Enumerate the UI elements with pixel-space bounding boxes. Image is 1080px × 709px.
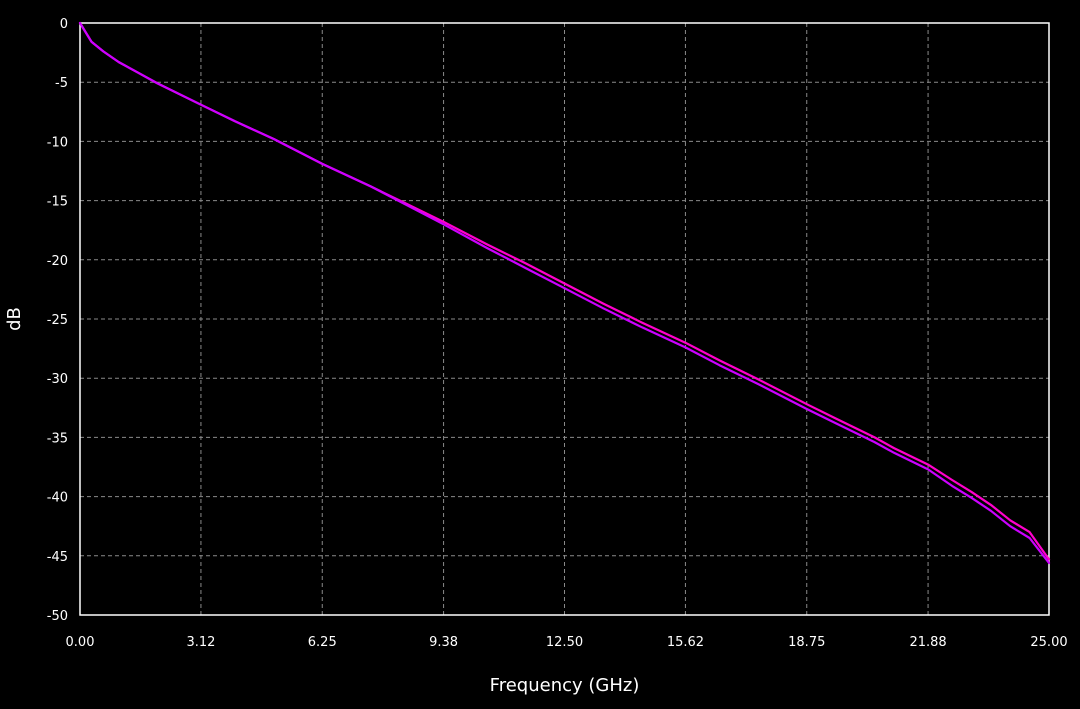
x-tick-label: 9.38: [429, 635, 458, 650]
x-tick-labels: 0.00 3.12 6.25 9.38 12.50 15.62 18.75 21.88 25.0…: [66, 635, 1068, 650]
y-tick-label: -5: [55, 76, 68, 91]
y-tick-label: -20: [47, 254, 68, 269]
y-tick-label: -35: [47, 431, 68, 446]
y-tick-label: -10: [47, 135, 68, 150]
y-tick-labels: 0 -5 -10 -15 -20 -25 -30 -35 -40 -45 -50: [47, 17, 68, 624]
y-tick-label: -45: [47, 550, 68, 565]
plot-frame: [79, 22, 1050, 616]
x-tick-label: 6.25: [308, 635, 337, 650]
x-tick-label: 12.50: [546, 635, 583, 650]
y-tick-label: -30: [47, 372, 68, 387]
y-tick-label: -40: [47, 491, 68, 506]
x-tick-label: 15.62: [667, 635, 704, 650]
x-tick-label: 25.00: [1030, 635, 1067, 650]
x-tick-label: 0.00: [66, 635, 95, 650]
y-tick-label: -15: [47, 195, 68, 210]
x-tick-label: 21.88: [909, 635, 946, 650]
y-tick-label: 0: [60, 17, 68, 32]
y-axis-title: dB: [4, 307, 25, 331]
x-tick-label: 18.75: [788, 635, 825, 650]
grid: [80, 23, 1049, 615]
series-line-2: [78, 21, 1051, 565]
y-tick-label: -25: [47, 313, 68, 328]
x-tick-label: 3.12: [186, 635, 215, 650]
series-layer: [78, 21, 1051, 565]
y-tick-label: -50: [47, 609, 68, 624]
x-axis-title: Frequency (GHz): [490, 675, 640, 696]
